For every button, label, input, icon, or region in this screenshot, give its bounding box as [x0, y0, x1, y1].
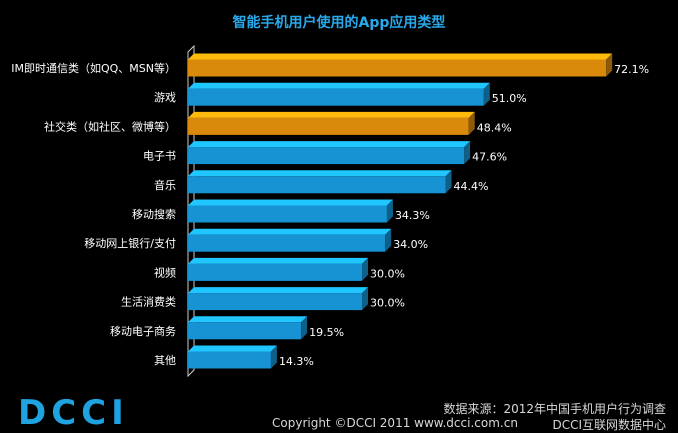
bar-top-face	[188, 257, 368, 264]
bar-side-face	[270, 345, 277, 369]
bar-top-face	[188, 141, 471, 148]
bar	[188, 59, 607, 77]
bar-top-face	[188, 316, 308, 323]
category-label: 游戏	[154, 91, 176, 104]
bar-side-face	[445, 170, 452, 194]
value-label: 14.3%	[279, 355, 314, 368]
category-label: 音乐	[154, 178, 176, 192]
bar-side-face	[606, 53, 613, 77]
category-label: 电子书	[143, 150, 176, 163]
bar-side-face	[386, 199, 393, 223]
bar-top-face	[188, 287, 368, 294]
bar-top-face	[188, 228, 392, 235]
value-label: 34.3%	[395, 209, 430, 222]
bar	[188, 205, 387, 223]
bar	[188, 234, 386, 252]
chart-title: 智能手机用户使用的App应用类型	[232, 14, 446, 31]
bar-side-face	[385, 228, 392, 252]
organization-name: DCCI互联网数据中心	[552, 418, 666, 432]
bar-side-face	[468, 111, 475, 135]
bar-side-face	[301, 316, 308, 340]
category-label: 移动电子商务	[110, 324, 176, 338]
bar-top-face	[188, 53, 613, 60]
value-label: 19.5%	[309, 326, 344, 339]
bar	[188, 117, 469, 135]
category-label: 视频	[154, 265, 176, 279]
value-label: 48.4%	[477, 121, 512, 134]
value-label: 51.0%	[492, 92, 527, 105]
value-label: 30.0%	[370, 267, 405, 280]
bar-top-face	[188, 199, 393, 206]
category-label: IM即时通信类（如QQ、MSN等）	[11, 61, 176, 75]
bar	[188, 176, 446, 194]
bar	[188, 263, 362, 281]
bar-top-face	[188, 111, 475, 118]
bar-side-face	[362, 257, 368, 281]
data-source-note: 数据来源：2012年中国手机用户行为调查	[443, 402, 666, 416]
bar-side-face	[362, 287, 368, 311]
bar-side-face	[483, 82, 490, 106]
copyright-text: Copyright ©DCCI 2011 www.dcci.com.cn	[272, 416, 518, 430]
bar	[188, 147, 465, 165]
dcci-logo: DCCI	[18, 393, 129, 433]
bar	[188, 351, 271, 369]
value-label: 47.6%	[472, 151, 507, 164]
value-label: 44.4%	[454, 180, 489, 193]
category-label: 其他	[154, 354, 176, 367]
category-label: 社交类（如社区、微博等）	[44, 119, 176, 133]
value-label: 30.0%	[370, 297, 405, 310]
bar-top-face	[188, 345, 277, 352]
category-label: 生活消费类	[121, 295, 176, 309]
bar	[188, 293, 362, 311]
bar	[188, 322, 302, 340]
category-label: 移动搜索	[132, 207, 176, 221]
bar-top-face	[188, 170, 452, 177]
category-label: 移动网上银行/支付	[84, 236, 176, 250]
value-label: 72.1%	[614, 63, 649, 76]
bar-side-face	[464, 141, 471, 165]
bar	[188, 88, 484, 106]
bar-top-face	[188, 82, 490, 89]
value-label: 34.0%	[393, 238, 428, 251]
